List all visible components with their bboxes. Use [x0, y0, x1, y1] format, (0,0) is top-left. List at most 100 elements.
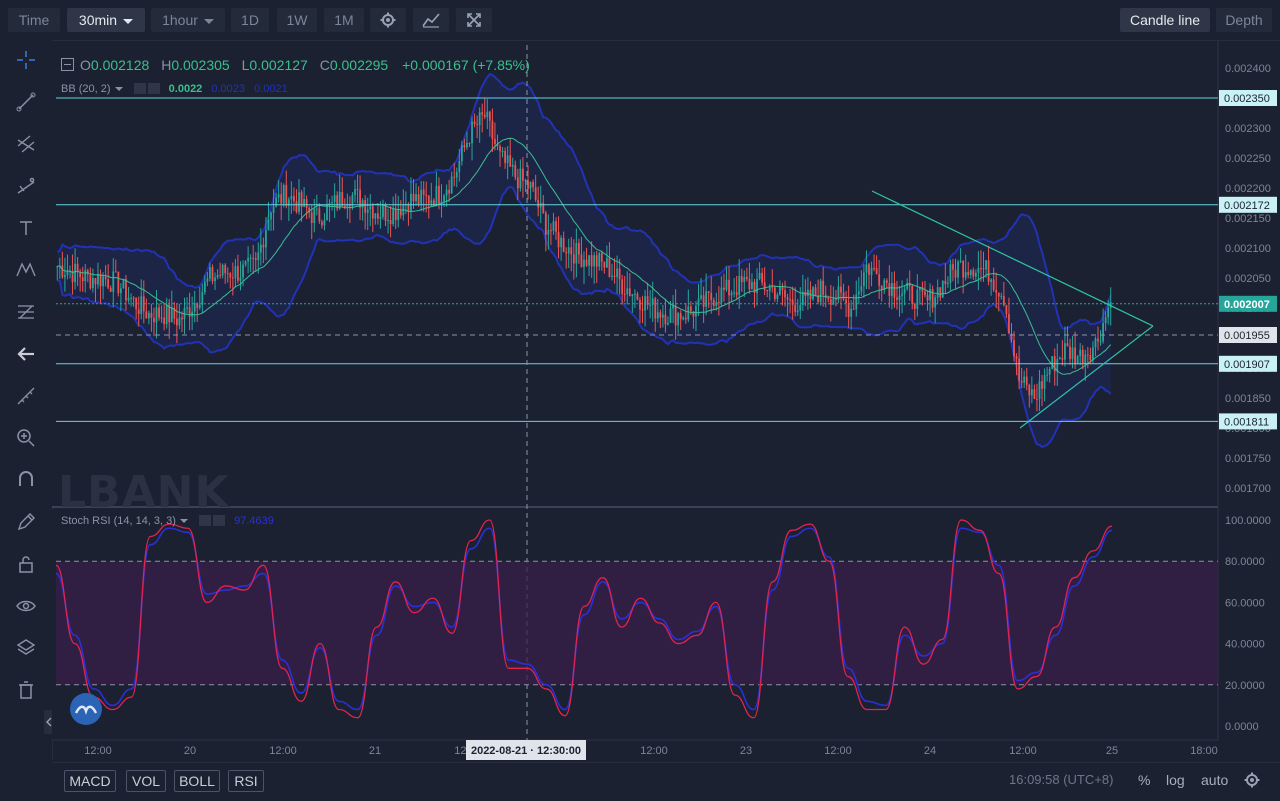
collapse-toolbar-button[interactable]	[14, 342, 38, 366]
candle-body	[1056, 359, 1059, 372]
candle-body	[723, 287, 725, 290]
candle-body	[631, 294, 634, 296]
lock-tool[interactable]	[14, 552, 38, 576]
fib-tool[interactable]	[14, 300, 38, 324]
candle-body	[79, 271, 82, 278]
candle-body	[74, 263, 76, 283]
trend-line-tool[interactable]	[14, 90, 38, 114]
macd-button[interactable]: MACD	[64, 770, 116, 792]
close-icon[interactable]	[213, 515, 226, 526]
fullscreen-button[interactable]	[456, 8, 492, 32]
time-button[interactable]: Time	[8, 8, 60, 32]
candle-body	[705, 291, 708, 307]
collapse-legend-icon[interactable]	[61, 58, 74, 71]
candle-body	[534, 187, 537, 200]
candle-body	[799, 304, 802, 311]
delete-tool[interactable]	[14, 678, 38, 702]
layers-tool[interactable]	[14, 636, 38, 660]
candle-body	[626, 288, 629, 295]
candle-body	[730, 292, 733, 296]
candle-body	[1048, 368, 1051, 375]
chevron-down-icon[interactable]	[179, 519, 188, 524]
candle-body	[84, 270, 87, 282]
price-tag-bg	[1219, 327, 1277, 343]
chart-settings-button[interactable]	[1244, 772, 1260, 793]
candle-body	[807, 289, 809, 296]
candle-body	[916, 289, 919, 309]
parallel-channel-tool[interactable]	[14, 132, 38, 156]
price-axis-tick-label: 0.002050	[1225, 273, 1271, 285]
auto-toggle[interactable]: auto	[1201, 772, 1229, 788]
candle-body	[359, 189, 361, 208]
visibility-tool[interactable]	[14, 594, 38, 618]
candle-body	[931, 289, 934, 308]
interval-dropdown-1hour[interactable]: 1hour	[151, 8, 225, 32]
candle-body	[888, 282, 891, 296]
indicators-button[interactable]	[413, 8, 449, 32]
candle-body	[366, 209, 369, 213]
candle-body	[209, 267, 211, 279]
bb-label[interactable]: BB (20, 2)	[61, 83, 111, 95]
candle-body	[980, 268, 982, 270]
candle-body	[374, 213, 377, 219]
stoch-label[interactable]: Stoch RSI (14, 14, 3, 3)	[61, 515, 176, 527]
sidebar-collapse-handle[interactable]	[44, 710, 54, 734]
candle-body	[267, 219, 270, 231]
settings-button[interactable]	[370, 8, 406, 32]
pattern-tool[interactable]	[14, 258, 38, 282]
candle-body	[771, 286, 774, 288]
interval-1m-button[interactable]: 1M	[324, 8, 364, 32]
candle-body	[488, 111, 491, 121]
zoom-tool[interactable]	[14, 426, 38, 450]
candle-body	[445, 189, 448, 196]
depth-button[interactable]: Depth	[1216, 8, 1272, 32]
price-tag-bg	[1219, 90, 1277, 106]
close-icon[interactable]	[147, 83, 160, 94]
rsi-button[interactable]: RSI	[228, 770, 264, 792]
magnet-tool[interactable]	[14, 468, 38, 492]
vol-button[interactable]: VOL	[126, 770, 166, 792]
triangle-upper-trendline	[871, 190, 1154, 327]
interval-1w-button[interactable]: 1W	[277, 8, 317, 32]
chevron-down-icon[interactable]	[114, 87, 123, 92]
candle-body	[832, 298, 835, 305]
candle-body	[814, 287, 817, 296]
candle-line-button[interactable]: Candle line	[1120, 8, 1210, 32]
draw-mode-tool[interactable]	[14, 510, 38, 534]
settings-icon[interactable]	[133, 83, 146, 94]
candle-body	[1046, 374, 1049, 376]
candle-body	[822, 280, 825, 295]
candle-body	[1089, 355, 1092, 360]
candle-body	[791, 299, 794, 305]
candle-body	[216, 275, 219, 278]
crosshair-tool[interactable]	[14, 48, 38, 72]
candle-body	[789, 299, 792, 301]
candle-body	[71, 270, 74, 283]
candle-body	[354, 189, 356, 196]
boll-button[interactable]: BOLL	[174, 770, 220, 792]
rsi-axis-tick-label: 40.0000	[1225, 639, 1265, 651]
candle-body	[226, 273, 229, 275]
candle-body	[779, 286, 781, 295]
top-toolbar: Time 30min 1hour 1D 1W 1M Candle line De…	[0, 0, 1280, 41]
ruler-tool[interactable]	[14, 384, 38, 408]
candle-body	[455, 171, 458, 178]
crosshair-icon	[17, 51, 35, 69]
log-toggle[interactable]: log	[1166, 772, 1185, 788]
candle-body	[282, 185, 285, 204]
percent-toggle[interactable]: %	[1138, 772, 1151, 788]
settings-icon[interactable]	[199, 515, 212, 526]
candle-body	[733, 292, 736, 294]
candle-body	[664, 314, 667, 325]
candle-body	[186, 307, 188, 309]
candle-body	[623, 293, 626, 295]
candle-body	[399, 210, 402, 216]
candle-body	[66, 271, 69, 276]
ray-tool[interactable]	[14, 174, 38, 198]
text-tool[interactable]	[14, 216, 38, 240]
interval-1d-button[interactable]: 1D	[231, 8, 269, 32]
candle-body	[343, 205, 346, 208]
interval-dropdown-30min[interactable]: 30min	[67, 8, 145, 32]
candle-body	[987, 260, 990, 282]
